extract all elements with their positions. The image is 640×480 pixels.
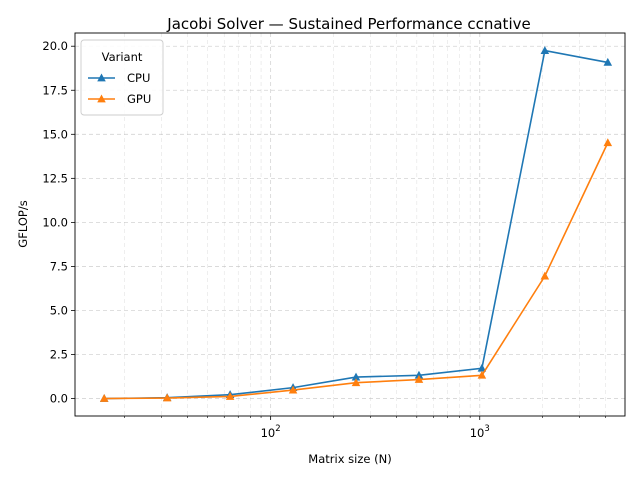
legend: Variant CPU GPU	[80, 39, 164, 116]
data-point	[603, 138, 613, 147]
y-axis-label: GFLOP/s	[16, 200, 30, 247]
y-tick-label: 12.5	[42, 171, 68, 185]
plot-frame	[74, 32, 626, 417]
grid	[75, 33, 625, 416]
legend-items: CPU GPU	[88, 71, 151, 106]
legend-label: CPU	[127, 71, 150, 85]
series-gpu	[99, 138, 613, 402]
y-tick-label: 0.0	[50, 392, 68, 406]
data-point	[603, 57, 613, 66]
x-tick-label: 103	[470, 424, 490, 440]
x-axis-label: Matrix size (N)	[308, 452, 391, 466]
y-tick-label: 5.0	[50, 303, 68, 317]
data-point	[162, 393, 172, 402]
data-point	[225, 391, 235, 400]
y-tick-label: 7.5	[50, 259, 68, 273]
data-point	[351, 378, 361, 387]
x-tick-label: 102	[261, 424, 281, 440]
y-tick-label: 15.0	[42, 127, 68, 141]
series-cpu	[99, 46, 613, 402]
legend-marker	[97, 94, 106, 103]
y-tick-label: 10.0	[42, 215, 68, 229]
legend-item-gpu: GPU	[88, 92, 151, 106]
y-tick-label: 2.5	[50, 348, 68, 362]
data-point	[414, 370, 424, 379]
legend-item-cpu: CPU	[88, 71, 150, 85]
series-line-gpu	[104, 142, 609, 400]
legend-label: GPU	[127, 92, 151, 106]
legend-marker	[97, 73, 106, 82]
data-point	[477, 370, 487, 379]
data-point	[477, 363, 487, 372]
legend-title: Variant	[102, 50, 143, 64]
series-line-cpu	[104, 49, 608, 400]
data-point	[288, 385, 298, 394]
data-point	[351, 372, 361, 381]
series-layer	[99, 46, 613, 402]
y-tick-label: 17.5	[42, 83, 68, 97]
y-tick-label: 20.0	[42, 39, 68, 53]
axis-ticks: 102 103 0.0 2.5 5.0 7.5 10.0 12.5 15.0 17.5 20.0	[42, 39, 606, 440]
chart-title: Jacobi Solver — Sustained Performance cc…	[166, 15, 530, 33]
data-point	[540, 271, 550, 280]
data-point	[99, 394, 109, 402]
data-point	[414, 375, 424, 383]
data-point	[540, 46, 550, 54]
